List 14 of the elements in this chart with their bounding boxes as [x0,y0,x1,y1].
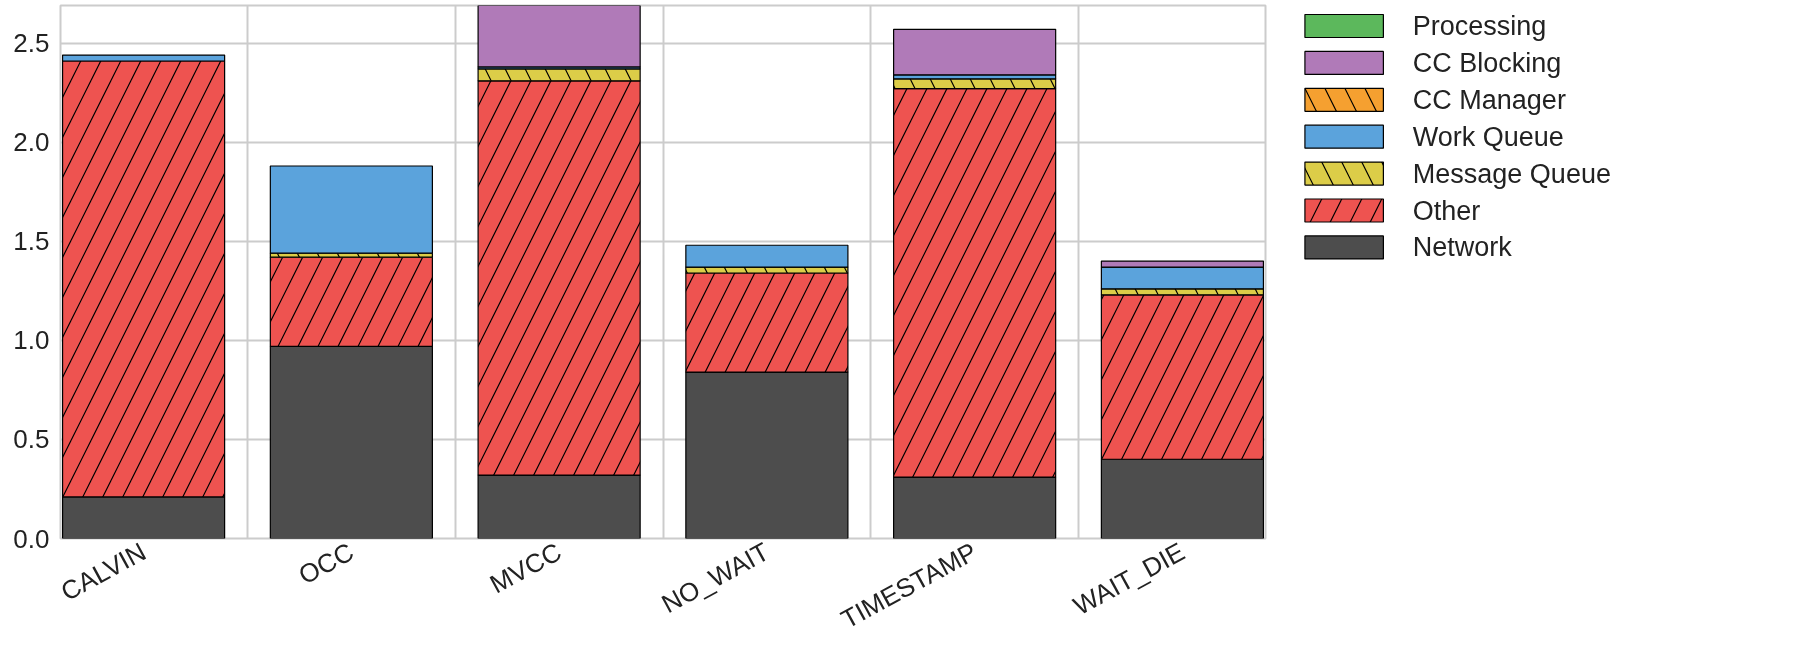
legend-label: Message Queue [1412,158,1611,189]
legend-label: Network [1412,232,1513,263]
legend-label: CC Blocking [1412,47,1562,78]
y-tick-label: 2.5 [13,28,50,59]
y-tick-label: 1.0 [13,325,50,356]
legend-label: Work Queue [1412,121,1564,152]
legend-label: CC Manager [1412,84,1566,115]
y-tick-label: 1.5 [13,226,50,257]
y-tick-label: 2.0 [13,127,50,158]
x-tick-label: OCC [293,536,359,591]
legend-label: Other [1412,195,1481,226]
y-tick-label: 0.0 [13,523,50,554]
y-tick-label: 0.5 [13,424,50,455]
legend-label: Processing [1412,11,1547,41]
